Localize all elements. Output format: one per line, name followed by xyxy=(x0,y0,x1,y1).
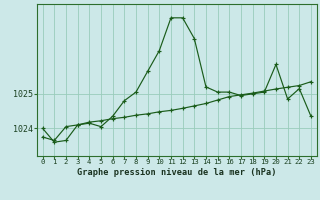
X-axis label: Graphe pression niveau de la mer (hPa): Graphe pression niveau de la mer (hPa) xyxy=(77,168,276,177)
